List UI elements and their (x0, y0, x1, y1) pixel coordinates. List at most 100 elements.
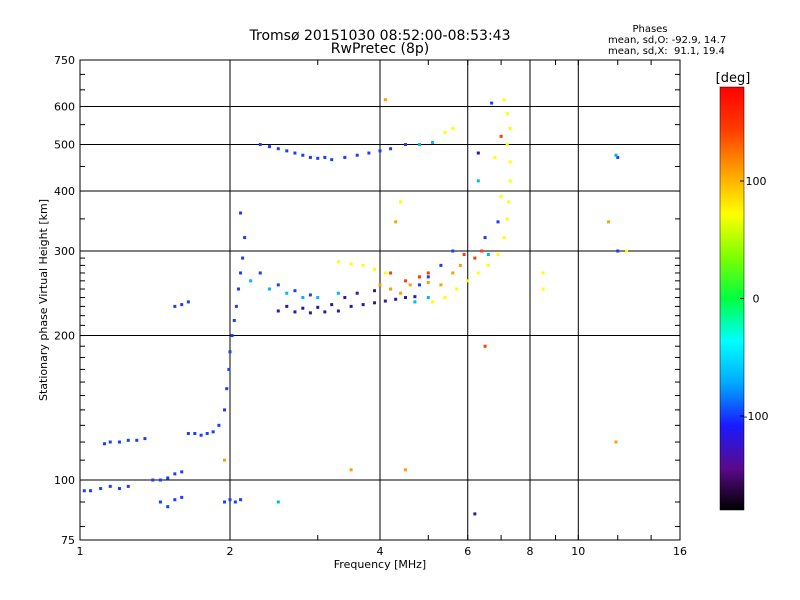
data-point (349, 468, 353, 472)
data-point (258, 271, 262, 275)
data-point (223, 408, 227, 412)
data-point (217, 423, 221, 427)
data-point (349, 304, 353, 308)
data-point (308, 155, 312, 159)
data-point (158, 500, 162, 504)
chart-title: Tromsø 20151030 08:52:00-08:53:43 (249, 28, 511, 44)
data-point (607, 220, 611, 224)
x-tick-label: 6 (464, 545, 471, 558)
data-point (496, 253, 500, 257)
data-point (249, 279, 253, 283)
data-point (276, 147, 280, 151)
data-point (394, 220, 398, 224)
data-point (403, 279, 407, 283)
x-tick-label: 16 (673, 545, 687, 558)
data-point (316, 156, 320, 160)
data-point (323, 155, 327, 159)
data-point (486, 253, 490, 257)
data-point (508, 179, 512, 183)
data-point (389, 287, 393, 291)
y-tick-label: 100 (54, 474, 75, 487)
data-point (431, 140, 435, 144)
data-point (426, 275, 430, 279)
y-tick-label: 750 (54, 54, 75, 67)
data-point (228, 350, 232, 354)
data-point (233, 500, 237, 504)
x-tick-label: 1 (77, 545, 84, 558)
data-point (426, 296, 430, 300)
data-point (276, 500, 280, 504)
data-point (239, 211, 243, 215)
data-point (383, 299, 387, 303)
data-point (499, 134, 503, 138)
data-point (330, 303, 334, 307)
data-point (451, 126, 455, 130)
data-point (241, 256, 245, 260)
data-point (490, 101, 494, 105)
data-point (383, 271, 387, 275)
y-tick-label: 200 (54, 330, 75, 343)
data-point (616, 249, 620, 253)
data-point (367, 151, 371, 155)
data-point (417, 143, 421, 147)
colorbar-label: [deg] (716, 71, 751, 86)
data-points (82, 98, 629, 516)
data-point (239, 498, 243, 502)
data-point (462, 253, 466, 257)
data-point (507, 200, 511, 204)
data-point (323, 310, 327, 314)
data-point (223, 500, 227, 504)
grid (80, 60, 680, 540)
data-point (389, 147, 393, 151)
data-point (508, 160, 512, 164)
data-point (173, 304, 177, 308)
data-point (285, 304, 289, 308)
data-point (126, 438, 130, 442)
data-point (426, 280, 430, 284)
y-tick-label: 300 (54, 245, 75, 258)
data-point (399, 291, 403, 295)
data-point (408, 283, 412, 287)
data-point (89, 489, 93, 493)
data-point (403, 143, 407, 147)
data-point (399, 200, 403, 204)
data-point (625, 249, 629, 253)
data-point (166, 476, 170, 480)
data-point (135, 438, 139, 442)
data-point (480, 249, 484, 253)
x-tick-label: 10 (571, 545, 585, 558)
data-point (496, 220, 500, 224)
data-point (541, 271, 545, 275)
data-point (108, 484, 112, 488)
data-point (285, 291, 289, 295)
data-point (308, 311, 312, 315)
data-point (403, 296, 407, 300)
data-point (230, 334, 234, 338)
data-point (343, 296, 347, 300)
data-point (186, 432, 190, 436)
y-tick-label: 75 (61, 534, 75, 547)
data-point (336, 291, 340, 295)
data-point (193, 432, 197, 436)
data-point (383, 98, 387, 102)
data-point (378, 149, 382, 153)
data-point (373, 301, 377, 305)
phase-stats-title: Phases (632, 24, 667, 35)
colorbar-tick-label: 0 (753, 293, 760, 306)
data-point (316, 305, 320, 309)
data-point (301, 296, 305, 300)
data-point (236, 287, 240, 291)
y-axis-label: Stationary phase Virtual Height [km] (37, 199, 50, 401)
data-point (173, 498, 177, 502)
data-point (431, 300, 435, 304)
data-point (258, 143, 262, 147)
data-point (308, 293, 312, 297)
x-tick-label: 8 (527, 545, 534, 558)
data-point (186, 300, 190, 304)
chart-subtitle: RwPretec (8p) (331, 41, 429, 57)
data-point (413, 300, 417, 304)
data-point (211, 430, 215, 434)
y-tick-label: 600 (54, 101, 75, 114)
data-point (158, 478, 162, 482)
